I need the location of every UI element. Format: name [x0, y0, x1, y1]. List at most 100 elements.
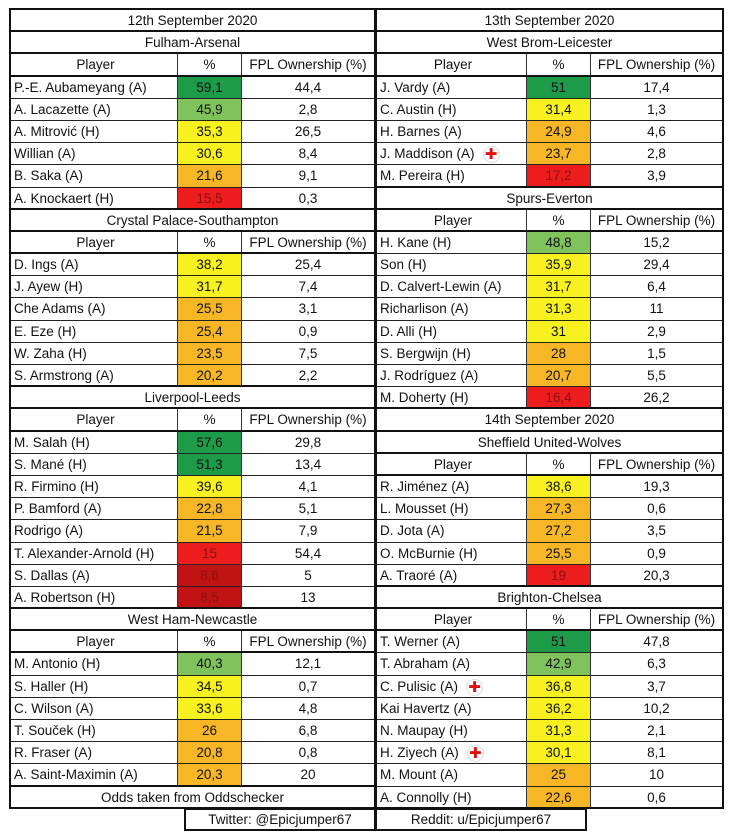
table-row: D. Calvert-Lewin (A) 31,7 6,4	[377, 276, 722, 299]
player-name: C. Pulisic (A)	[380, 678, 459, 694]
percent-cell: 36,8	[527, 675, 591, 697]
percent-cell: 31,7	[178, 276, 242, 298]
fpl-ownership-cell: 2,8	[647, 146, 666, 162]
percent-cell: 26	[178, 720, 242, 742]
fpl-ownership-cell: 2,8	[298, 101, 318, 117]
fpl-ownership-cell: 6,8	[298, 723, 318, 738]
table-row: Kai Havertz (A) 36,2 10,2	[377, 697, 722, 720]
player-name-cell: M. Mount (A)	[377, 764, 527, 786]
fpl-ownership-cell: 5	[304, 567, 312, 583]
percent-column-header: %	[527, 609, 591, 630]
player-name-cell: S. Mané (H)	[11, 453, 178, 475]
reddit-credit: Reddit: u/Epicjumper67	[375, 808, 587, 831]
player-name: S. Bergwijn (H)	[380, 345, 471, 361]
fpl-ownership-cell: 4,6	[647, 123, 666, 139]
table-row: C. Wilson (A) 33,6 4,8	[11, 697, 374, 720]
player-name: Willian (A)	[14, 146, 76, 162]
player-name: J. Ayew (H)	[14, 279, 83, 295]
percent-cell: 31	[527, 320, 591, 342]
percent-column-header: %	[527, 209, 591, 230]
table-row: N. Maupay (H) 31,3 2,1	[377, 720, 722, 743]
percent-cell: 24,9	[527, 120, 591, 143]
match-title: Crystal Palace-Southampton	[106, 212, 279, 228]
fpl-column-header: FPL Ownership (%)	[249, 234, 367, 250]
player-name: M. Antonio (H)	[14, 656, 101, 672]
player-name: A. Traoré (A)	[380, 567, 458, 583]
player-name-cell: S. Armstrong (A)	[11, 365, 178, 386]
column-header-row: Player% FPL Ownership (%)	[11, 231, 374, 255]
fpl-column-header: FPL Ownership (%)	[249, 57, 367, 73]
injury-cross-icon: ✚	[466, 678, 484, 696]
player-name-cell: P.-E. Aubameyang (A)	[11, 76, 178, 98]
percent-column-header: %	[527, 54, 591, 75]
table-row: D. Jota (A) 27,2 3,5	[377, 520, 722, 543]
player-name: L. Mousset (H)	[380, 501, 469, 517]
fpl-ownership-cell: 0,8	[298, 745, 318, 761]
table-row: M. Pereira (H) 17,2 3,9	[377, 165, 722, 188]
fpl-ownership-cell: 54,4	[294, 545, 322, 561]
fpl-ownership-cell: 0,6	[647, 501, 666, 517]
table-row: T. Souček (H) 26 6,8	[11, 720, 374, 743]
percent-cell: 27,2	[527, 520, 591, 542]
player-name: S. Haller (H)	[14, 678, 89, 694]
table-row: M. Mount (A) 25 10	[377, 764, 722, 787]
player-name-cell: R. Jiménez (A)	[377, 475, 527, 498]
table-row: M. Doherty (H) 16,4 26,2	[377, 387, 722, 410]
percent-cell: 38,6	[527, 475, 591, 498]
player-name-cell: R. Firmino (H)	[11, 475, 178, 498]
percent-cell: 35,9	[527, 254, 591, 276]
player-name: J. Vardy (A)	[380, 79, 451, 95]
fpl-ownership-cell: 8,1	[647, 745, 666, 761]
player-name: O. McBurnie (H)	[380, 545, 478, 561]
fpl-ownership-cell: 3,7	[647, 678, 666, 694]
player-name: M. Doherty (H)	[380, 390, 469, 406]
fpl-ownership-cell: 7,5	[298, 345, 318, 361]
fpl-ownership-cell: 6,4	[647, 279, 666, 295]
player-name: Richarlison (A)	[380, 301, 469, 317]
table-row: Willian (A) 30,6 8,4	[11, 143, 374, 166]
player-name: S. Mané (H)	[14, 456, 87, 472]
table-row: Son (H) 35,9 29,4	[377, 254, 722, 277]
percent-cell: 25,5	[178, 298, 242, 320]
percent-cell: 15,5	[178, 187, 242, 208]
player-name-cell: A. Mitrović (H)	[11, 120, 178, 143]
percent-column-header: %	[178, 54, 242, 75]
player-name: C. Wilson (A)	[14, 700, 94, 716]
player-name-cell: C. Austin (H)	[377, 98, 527, 120]
percent-cell: 34,5	[178, 675, 242, 697]
table-row: Rodrigo (A) 21,5 7,9	[11, 520, 374, 543]
player-name-cell: W. Zaha (H)	[11, 342, 178, 364]
player-name: D. Alli (H)	[380, 323, 437, 339]
player-name-cell: J. Maddison (A) ✚	[377, 143, 527, 165]
fpl-ownership-cell: 0,9	[298, 323, 318, 339]
player-name-cell: M. Pereira (H)	[377, 165, 527, 186]
player-name-cell: J. Vardy (A)	[377, 76, 527, 98]
player-name: B. Saka (A)	[14, 168, 84, 184]
player-name-cell: Kai Havertz (A)	[377, 697, 527, 719]
player-name-cell: J. Ayew (H)	[11, 276, 178, 298]
player-name: M. Pereira (H)	[380, 168, 465, 184]
match-header: Crystal Palace-Southampton	[11, 210, 374, 232]
fpl-ownership-cell: 44,4	[294, 79, 322, 95]
fpl-ownership-cell: 29,4	[643, 257, 670, 273]
fpl-ownership-cell: 12,1	[294, 656, 322, 672]
player-name: H. Kane (H)	[380, 234, 452, 250]
table-row: A. Mitrović (H) 35,3 26,5	[11, 120, 374, 144]
player-name: Kai Havertz (A)	[380, 700, 472, 716]
fpl-ownership-cell: 2,1	[647, 723, 666, 738]
date-text: 13th September 2020	[484, 13, 615, 28]
percent-column-header: %	[178, 231, 242, 253]
table-row: A. Traoré (A) 19 20,3	[377, 564, 722, 587]
table-row: T. Alexander-Arnold (H) 15 54,4	[11, 542, 374, 565]
fpl-ownership-cell: 1,5	[647, 345, 666, 361]
player-name-cell: A. Traoré (A)	[377, 564, 527, 585]
percent-cell: 27,3	[527, 498, 591, 520]
fpl-column-header: FPL Ownership (%)	[249, 412, 367, 428]
percent-cell: 59,1	[178, 76, 242, 98]
percent-cell: 20,2	[178, 365, 242, 386]
fpl-ownership-cell: 2,2	[298, 368, 318, 383]
fpl-ownership-cell: 25,4	[294, 257, 322, 273]
player-name-cell: P. Bamford (A)	[11, 498, 178, 520]
column-header-row: Player% FPL Ownership (%)	[377, 54, 722, 77]
player-column-header: Player	[377, 609, 527, 630]
